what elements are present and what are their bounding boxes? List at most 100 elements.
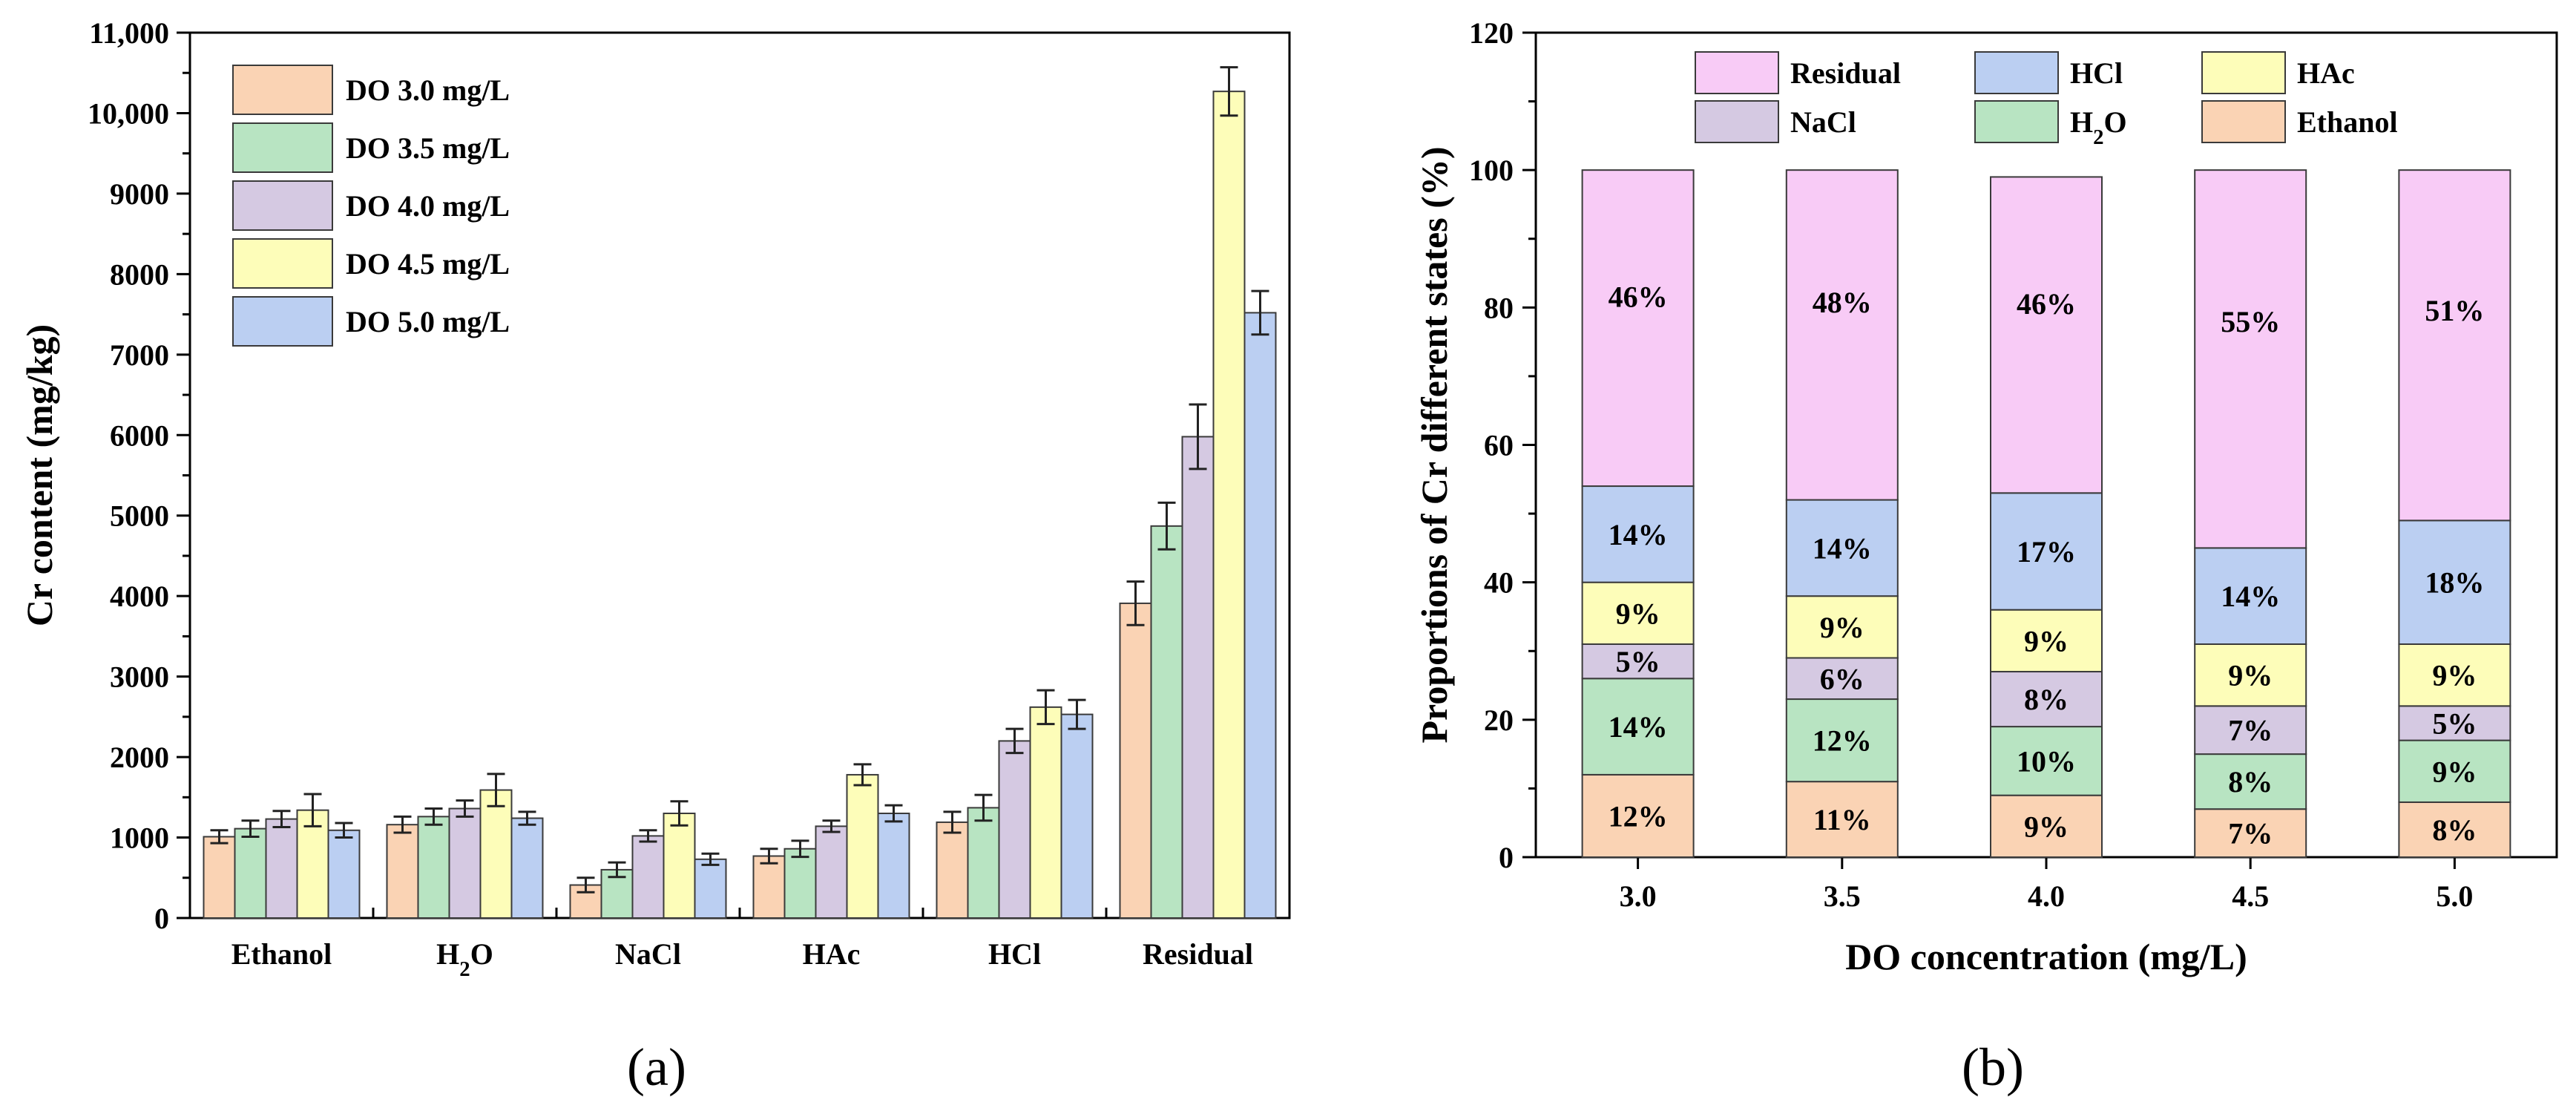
y-tick-label-a: 4000 (110, 580, 169, 613)
segment-label: 9% (2024, 624, 2069, 658)
bar-ethanol-1 (234, 827, 267, 919)
bar-hac-4 (877, 813, 910, 919)
segment-label: 11% (1813, 803, 1871, 836)
segment-label: 9% (1616, 597, 1660, 630)
y-tick-label-b: 40 (1484, 566, 1514, 600)
y-tick-label-a: 5000 (110, 499, 169, 533)
stack-seg-h2o-0 (1581, 678, 1695, 776)
segment-label: 12% (1609, 799, 1668, 833)
bar-residual-4 (1243, 312, 1277, 919)
segment-label: 14% (1813, 531, 1872, 565)
stack-seg-residual-1 (1785, 169, 1899, 501)
segment-label: 14% (1609, 710, 1668, 744)
legend-label-b: Ethanol (2297, 105, 2398, 139)
segment-label: 46% (1609, 281, 1668, 314)
legend-label-a: DO 4.0 mg/L (346, 189, 510, 223)
y-tick-label-b: 60 (1484, 429, 1514, 462)
bar-hcl-3 (1029, 706, 1062, 919)
x-tick-label-b: 3.0 (1620, 879, 1657, 913)
bar-hac-0 (752, 855, 786, 919)
stack-seg-nacl-4 (2398, 705, 2511, 741)
y-tick-label-a: 6000 (110, 419, 169, 452)
legend-label-b: H2O (2070, 105, 2127, 149)
stack-seg-ethanol-3 (2194, 808, 2307, 858)
segment-label: 14% (2221, 580, 2280, 613)
stack-seg-h2o-4 (2398, 739, 2511, 803)
segment-label: 5% (2432, 707, 2477, 740)
segment-label: 17% (2017, 535, 2076, 568)
legend-swatch-b (2201, 100, 2286, 143)
bar-hcl-0 (936, 821, 969, 919)
stack-seg-hcl-0 (1581, 485, 1695, 583)
y-tick-label-a: 3000 (110, 660, 169, 694)
segment-label: 8% (2024, 683, 2069, 716)
segment-label: 18% (2425, 566, 2484, 600)
y-axis-title-b: Proportions of Cr different states (%) (1413, 146, 1455, 743)
y-tick-label-b: 0 (1499, 841, 1514, 874)
segment-label: 10% (2017, 744, 2076, 778)
segment-label: 6% (1820, 662, 1864, 695)
x-tick-label-a: Residual (1143, 937, 1253, 971)
legend-swatch-a (232, 122, 333, 173)
segment-label: 7% (2228, 817, 2273, 850)
legend-label-b: NaCl (1790, 105, 1856, 139)
y-tick-label-a: 10,000 (88, 96, 169, 130)
segment-label: 51% (2425, 294, 2484, 327)
segment-label: 12% (1813, 724, 1872, 758)
bar-hac-2 (815, 825, 848, 919)
stack-seg-residual-3 (2194, 169, 2307, 549)
stack-seg-h2o-3 (2194, 753, 2307, 810)
x-tick-label-b: 4.5 (2232, 879, 2269, 913)
stack-seg-residual-0 (1581, 169, 1695, 488)
y-tick-label-b: 20 (1484, 704, 1514, 737)
y-axis-title-a: Cr content (mg/kg) (19, 324, 60, 626)
legend-label-a: DO 3.0 mg/L (346, 73, 510, 107)
segment-label: 14% (1609, 518, 1668, 551)
segment-label: 5% (1616, 645, 1660, 678)
panel-label-b: (b) (1962, 1037, 2024, 1097)
stack-seg-hac-4 (2398, 643, 2511, 707)
stack-seg-hac-1 (1785, 595, 1899, 659)
bar-h2o-3 (479, 789, 513, 919)
bar-hcl-4 (1060, 713, 1094, 919)
legend-swatch-b (1695, 51, 1779, 94)
bar-hcl-1 (967, 807, 1000, 919)
segment-label: 55% (2221, 305, 2280, 338)
segment-label: 8% (2228, 765, 2273, 799)
x-tick-label-a: HAc (803, 937, 861, 971)
legend-label-b: HAc (2297, 56, 2355, 90)
legend-swatch-a (232, 180, 333, 231)
segment-label: 9% (2432, 755, 2477, 788)
legend-label-a: DO 3.5 mg/L (346, 131, 510, 165)
legend-swatch-b (1695, 100, 1779, 143)
stack-seg-ethanol-0 (1581, 773, 1695, 859)
segment-label: 9% (2024, 810, 2069, 843)
legend-label-b: Residual (1790, 56, 1901, 90)
bar-hac-1 (783, 848, 817, 919)
stack-seg-nacl-3 (2194, 705, 2307, 755)
segment-label: 48% (1813, 286, 1872, 319)
legend-label-b: HCl (2070, 56, 2123, 90)
y-tick-label-a: 9000 (110, 177, 169, 211)
stack-seg-nacl-0 (1581, 643, 1695, 680)
y-tick-label-a: 0 (154, 902, 169, 935)
y-tick-label-a: 7000 (110, 338, 169, 372)
panel-label-a: (a) (627, 1037, 686, 1097)
stack-seg-hcl-1 (1785, 499, 1899, 597)
segment-label: 8% (2432, 813, 2477, 847)
bar-ethanol-3 (296, 809, 329, 919)
legend-swatch-a (232, 238, 333, 289)
chart-a: 0 1000 2000 3000 4000 5000 6000 7000 8000 9000 10,… (19, 16, 1291, 1097)
y-tick-label-b: 120 (1469, 16, 1514, 50)
bar-ethanol-2 (265, 818, 298, 919)
x-tick-label-a: H2O (436, 937, 493, 981)
bar-hcl-2 (998, 740, 1031, 919)
legend-swatch-a (232, 296, 333, 347)
legend-label-a: DO 4.5 mg/L (346, 247, 510, 281)
chart-b: 0 20 40 60 80 100 120 Proportions of Cr differe… (1413, 16, 2558, 1097)
segment-label: 9% (1820, 611, 1864, 644)
bar-hac-3 (846, 773, 879, 919)
stack-seg-h2o-1 (1785, 698, 1899, 783)
bar-nacl-3 (663, 813, 696, 919)
